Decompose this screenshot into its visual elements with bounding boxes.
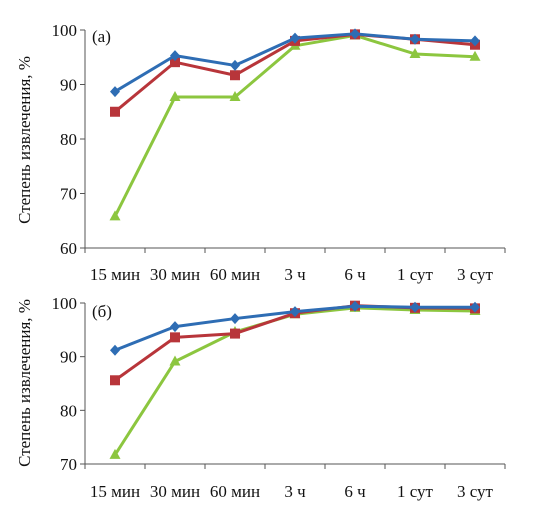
- data-point-diamond: [230, 313, 240, 325]
- data-point-diamond: [290, 306, 300, 318]
- data-point-triangle: [169, 91, 181, 102]
- chart-panel-b: 70 80 90 100 15 мин 30 мин 60 мин 3 ч 6 ч 1 сут 3 …: [15, 294, 506, 501]
- x-tick-label: 6 ч: [344, 265, 366, 284]
- y-tick-label: 70: [60, 455, 77, 474]
- x-tick-label: 15 мин: [90, 265, 140, 284]
- x-tick-label: 60 мин: [210, 482, 260, 501]
- panel-label: (б): [92, 302, 112, 321]
- y-tick-label: 70: [60, 185, 77, 204]
- x-tick-label: 6 ч: [344, 482, 366, 501]
- data-point-diamond: [350, 28, 360, 40]
- data-point-diamond: [110, 344, 120, 356]
- panel-label: (a): [92, 27, 111, 46]
- chart-panel-a: 60 70 80 90 100 15 мин 30 мин 60 мин 3 ч 6 ч 1 сут…: [15, 21, 506, 284]
- x-tick-label: 3 ч: [284, 265, 306, 284]
- y-tick-label: 60: [60, 239, 77, 258]
- x-tick-label: 60 мин: [210, 265, 260, 284]
- x-tick-label: 15 мин: [90, 482, 140, 501]
- x-tick-label: 3 сут: [457, 482, 494, 501]
- data-point-triangle: [169, 355, 181, 366]
- x-tick-label: 30 мин: [150, 265, 200, 284]
- data-point-square: [230, 70, 240, 81]
- data-point-diamond: [170, 50, 180, 62]
- data-point-diamond: [350, 300, 360, 312]
- y-axis-label: Степень извлечения, %: [15, 299, 34, 467]
- data-point-diamond: [230, 59, 240, 71]
- y-tick-label: 80: [60, 130, 77, 149]
- data-point-square: [110, 106, 120, 117]
- y-tick-label: 90: [60, 348, 77, 367]
- y-tick-label: 90: [60, 76, 77, 95]
- x-tick-label: 3 ч: [284, 482, 306, 501]
- data-point-square: [230, 328, 240, 339]
- data-point-diamond: [470, 301, 480, 313]
- data-point-square: [170, 57, 180, 68]
- x-tick-label: 30 мин: [150, 482, 200, 501]
- y-axis-label: Степень извлечения, %: [15, 56, 34, 224]
- data-point-triangle: [469, 50, 481, 61]
- data-point-diamond: [470, 35, 480, 47]
- data-point-diamond: [170, 321, 180, 333]
- series-line-triangle: [113, 33, 476, 218]
- data-point-diamond: [410, 33, 420, 45]
- y-tick-label: 100: [52, 21, 78, 40]
- data-point-triangle: [229, 91, 241, 102]
- y-tick-label: 100: [52, 294, 78, 313]
- data-point-square: [170, 332, 180, 343]
- data-point-diamond: [410, 301, 420, 313]
- x-tick-label: 3 сут: [457, 265, 494, 284]
- data-point-triangle: [109, 448, 121, 459]
- data-point-diamond: [110, 86, 120, 98]
- data-point-triangle: [109, 210, 121, 221]
- data-point-triangle: [409, 47, 421, 58]
- y-tick-label: 80: [60, 401, 77, 420]
- x-tick-label: 1 сут: [397, 265, 434, 284]
- data-point-diamond: [290, 32, 300, 44]
- x-tick-label: 1 сут: [397, 482, 434, 501]
- data-point-square: [110, 375, 120, 386]
